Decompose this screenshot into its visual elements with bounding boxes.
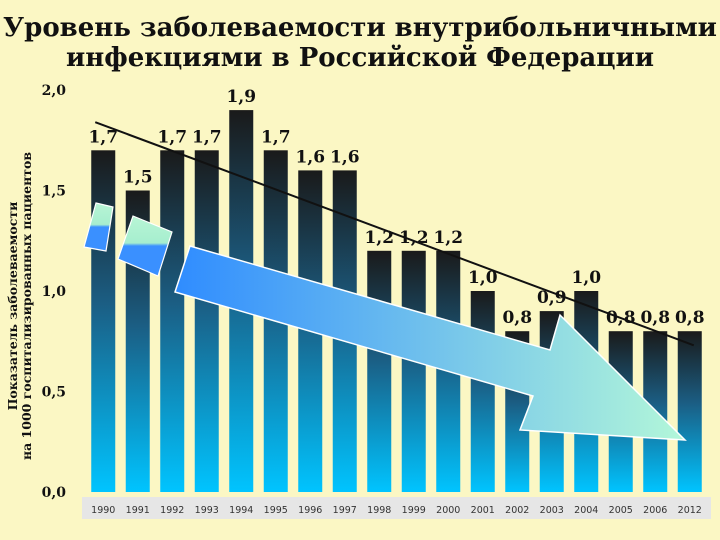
y-tick-label: 0,0 xyxy=(42,485,67,501)
x-tick-label: 1997 xyxy=(333,505,357,516)
decor-parallelogram-2 xyxy=(117,215,173,277)
x-tick-label: 2012 xyxy=(678,505,702,516)
data-label: 1,6 xyxy=(295,147,325,167)
x-tick-label: 2001 xyxy=(471,505,495,516)
y-ticks-group: 0,0 0,5 1,0 1,5 2,0 xyxy=(42,83,67,501)
x-axis-band xyxy=(82,497,711,519)
x-tick-label: 1992 xyxy=(160,505,184,516)
bar xyxy=(160,150,185,493)
x-tick-label: 1993 xyxy=(195,505,219,516)
bars-group xyxy=(91,110,702,493)
data-label: 1,2 xyxy=(364,228,394,248)
data-label: 1,7 xyxy=(88,127,118,147)
data-label: 1,9 xyxy=(226,87,256,107)
data-label: 1,7 xyxy=(192,127,222,147)
data-label: 0,9 xyxy=(537,288,567,308)
x-tick-label: 2004 xyxy=(574,505,598,516)
data-label: 0,8 xyxy=(640,308,670,328)
downward-trend-arrow xyxy=(174,245,687,441)
bar xyxy=(367,250,392,492)
x-tick-label: 1994 xyxy=(229,505,253,516)
x-tick-label: 2003 xyxy=(540,505,564,516)
data-label: 1,0 xyxy=(468,268,498,288)
x-tick-label: 2005 xyxy=(609,505,633,516)
y-tick-label: 1,0 xyxy=(42,284,67,300)
overlay-group xyxy=(83,121,695,441)
data-label: 0,8 xyxy=(502,308,532,328)
x-tick-label: 1990 xyxy=(91,505,115,516)
trend-line xyxy=(94,121,695,347)
bar xyxy=(194,150,219,493)
y-tick-label: 1,5 xyxy=(42,184,66,200)
x-tick-label: 2006 xyxy=(643,505,667,516)
bar xyxy=(401,250,426,492)
x-tick-label: 1998 xyxy=(367,505,391,516)
x-tick-label: 2002 xyxy=(505,505,529,516)
x-tick-label: 1999 xyxy=(402,505,426,516)
x-tick-label: 1991 xyxy=(126,505,150,516)
x-ticks-group: 1990 1991 1992 1993 1994 1995 1996 1997 1998 1999… xyxy=(91,505,702,516)
data-label: 1,0 xyxy=(571,268,601,288)
x-axis-band-fill xyxy=(82,497,711,519)
data-label: 1,7 xyxy=(261,127,291,147)
decor-parallelogram-1 xyxy=(83,202,114,252)
bar xyxy=(91,150,116,493)
x-tick-label: 2000 xyxy=(436,505,460,516)
x-tick-label: 1996 xyxy=(298,505,322,516)
data-label: 1,2 xyxy=(433,228,463,248)
x-tick-label: 1995 xyxy=(264,505,288,516)
bar xyxy=(677,331,702,492)
data-label: 1,6 xyxy=(330,147,360,167)
bar xyxy=(470,291,495,492)
data-label: 1,7 xyxy=(157,127,187,147)
y-tick-label: 2,0 xyxy=(42,83,67,99)
chart-title-line-2: инфекциями в Российской Федерации xyxy=(65,43,655,73)
chart-title-line-1: Уровень заболеваемости внутрибольничными xyxy=(3,13,717,43)
data-label: 0,8 xyxy=(606,308,636,328)
data-labels-group: 1,71,51,7 1,71,91,71,6 1,61,2 1,2 1,21,00,80… xyxy=(88,87,704,328)
data-label: 0,8 xyxy=(675,308,705,328)
data-label: 1,2 xyxy=(399,228,429,248)
y-tick-label: 0,5 xyxy=(42,385,66,401)
data-label: 1,5 xyxy=(123,168,153,188)
